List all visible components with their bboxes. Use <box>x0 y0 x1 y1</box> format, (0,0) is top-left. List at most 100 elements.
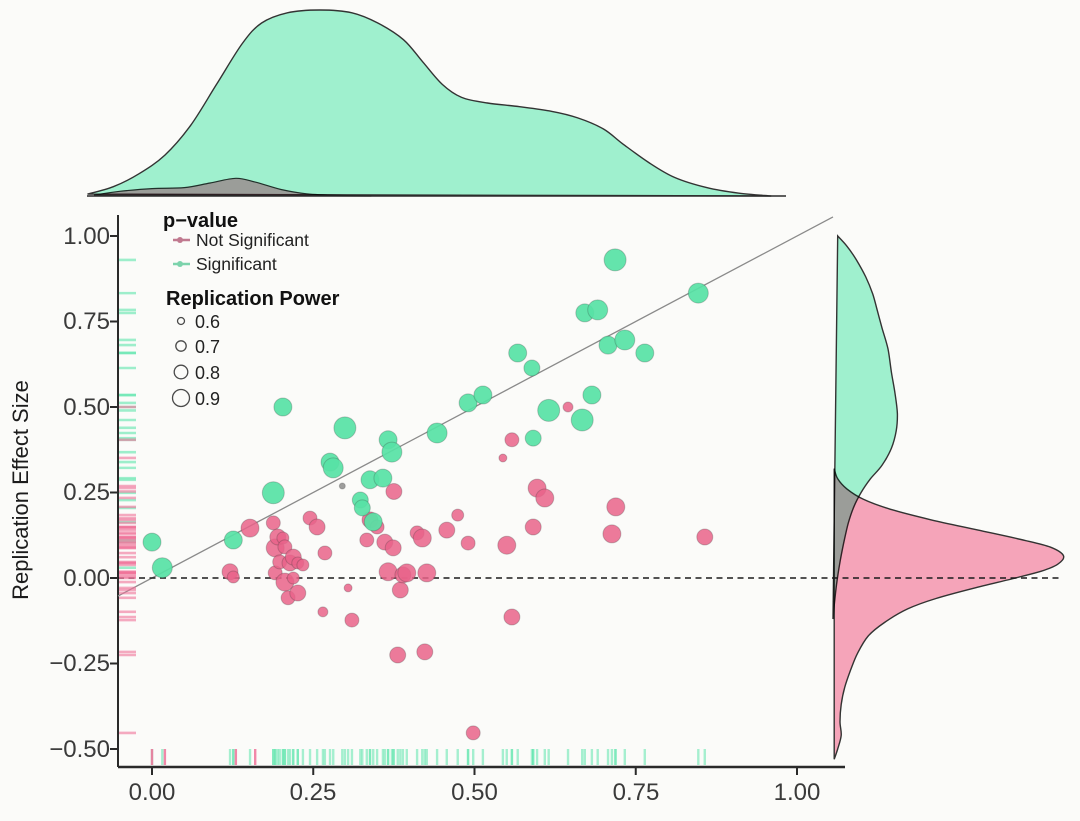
significant-label: Significant <box>196 254 277 274</box>
power-0.9-circle-icon <box>171 388 191 408</box>
y-axis-title: Replication Effect Size <box>8 380 33 600</box>
right-marginal-density <box>832 234 1065 760</box>
scatter-point-not-significant <box>343 583 353 593</box>
scatter-point-not-significant <box>465 725 481 741</box>
top-density-significant <box>87 9 772 197</box>
scatter-point-not-significant <box>397 563 417 583</box>
scatter-point-not-significant <box>503 608 521 626</box>
scatter-point-significant <box>635 343 655 363</box>
scatter-point-not-significant <box>317 545 333 561</box>
scatter-point-not-significant <box>286 571 300 585</box>
scatter-point-not-significant <box>504 432 520 448</box>
scatter-point-significant <box>373 468 393 488</box>
scatter-point-significant <box>261 481 285 505</box>
scatter-point-significant <box>687 282 709 304</box>
scatter-point-not-significant <box>416 643 434 661</box>
scatter-point-significant <box>458 393 478 413</box>
scatter-point-not-significant <box>378 562 398 582</box>
scatter-point-not-significant <box>308 518 326 536</box>
scatter-point-significant <box>508 343 528 363</box>
scatter-point-significant <box>353 499 371 517</box>
x-tick-0.00: 0.00 <box>129 779 176 806</box>
power-0.7-label: 0.7 <box>195 337 220 357</box>
legend-item-not-significant: Not Significant <box>173 230 309 250</box>
scatter-point-not-significant <box>606 497 626 517</box>
power-0.9-label: 0.9 <box>195 389 220 409</box>
power-0.8-circle-icon <box>173 364 189 380</box>
y-tick-0.50: 0.50 <box>63 394 110 421</box>
scatter-point-not-significant <box>317 606 329 618</box>
power-0.8-label: 0.8 <box>195 363 220 383</box>
scatter-point-not-significant <box>438 521 456 539</box>
significant-marker-dot-icon <box>177 261 183 267</box>
y-tick--0.25: −0.25 <box>49 650 110 677</box>
not-significant-marker-dot-icon <box>177 237 183 243</box>
top-marginal-density <box>87 9 772 197</box>
axis-ticks <box>110 235 798 775</box>
scatter-point-not-significant <box>498 453 508 463</box>
scatter-point-significant <box>614 329 636 351</box>
scatter-point-significant <box>151 557 173 579</box>
scatter-point-significant <box>333 416 357 440</box>
scatter-point-not-significant <box>296 558 310 572</box>
scatter-point-significant <box>142 532 162 552</box>
scatter-point-significant <box>537 398 561 422</box>
scatter-point-significant <box>322 457 344 479</box>
scatter-point-not-significant <box>240 518 260 538</box>
scatter-point-significant <box>598 335 618 355</box>
scatter-point-not-significant <box>389 646 407 664</box>
scatter-point-not-significant <box>359 532 375 548</box>
scatter-point-significant <box>524 429 542 447</box>
scatter-point-not-significant <box>277 539 293 555</box>
pvalue-legend-title: p−value <box>163 210 238 232</box>
scatter-point-not-significant <box>412 528 432 548</box>
scatter-point-significant <box>223 530 243 550</box>
scatter-point-not-significant <box>344 612 360 628</box>
scatter-point-not-significant <box>265 515 281 531</box>
scatter-point-significant <box>582 385 602 405</box>
scatter-point-significant <box>523 359 541 377</box>
scatter-point-gray <box>338 482 346 490</box>
scatter-point-significant <box>363 512 383 532</box>
scatter-point-not-significant <box>535 488 555 508</box>
y-tick-0.25: 0.25 <box>63 479 110 506</box>
scatter-point-not-significant <box>602 524 622 544</box>
scatter-point-not-significant <box>696 528 714 546</box>
scatter-point-not-significant <box>417 563 437 583</box>
x-tick-0.25: 0.25 <box>290 779 337 806</box>
scatter-point-significant <box>426 422 448 444</box>
pvalue-legend: p−value Not Significant Significant <box>163 210 309 274</box>
legend-item-significant: Significant <box>173 254 277 274</box>
power-legend: Replication Power 0.6 0.7 0.8 0.9 <box>166 288 340 409</box>
x-tick-labels: 0.00 0.25 0.50 0.75 1.00 <box>129 779 821 806</box>
not-significant-label: Not Significant <box>196 230 309 250</box>
scatter-point-not-significant <box>524 518 542 536</box>
scatter-point-not-significant <box>497 535 517 555</box>
scatter-point-not-significant <box>226 570 240 584</box>
scatter-point-not-significant <box>289 584 307 602</box>
power-0.6-circle-icon <box>176 316 186 326</box>
x-tick-0.50: 0.50 <box>451 779 498 806</box>
scatter-point-significant <box>273 397 293 417</box>
scatter-point-not-significant <box>384 539 402 557</box>
scatter-point-not-significant <box>562 401 574 413</box>
y-tick-0.00: 0.00 <box>63 565 110 592</box>
y-tick-0.75: 0.75 <box>63 308 110 335</box>
scatter-point-not-significant <box>391 581 409 599</box>
power-0.6-label: 0.6 <box>195 312 220 332</box>
scatter-point-significant <box>603 248 627 272</box>
bottom-rug <box>150 749 706 765</box>
left-rug <box>119 258 136 735</box>
y-tick-1.00: 1.00 <box>63 223 110 250</box>
y-tick-labels: 1.00 0.75 0.50 0.25 0.00 −0.25 −0.50 <box>49 223 110 763</box>
top-density-not-significant <box>93 177 372 197</box>
x-tick-1.00: 1.00 <box>774 779 821 806</box>
scatter-point-significant <box>381 441 403 463</box>
x-tick-0.75: 0.75 <box>613 779 660 806</box>
right-density-not-significant <box>833 468 1065 760</box>
scatter-point-significant <box>587 299 609 321</box>
scatter-point-significant <box>473 385 493 405</box>
scatter-point-not-significant <box>451 508 465 522</box>
